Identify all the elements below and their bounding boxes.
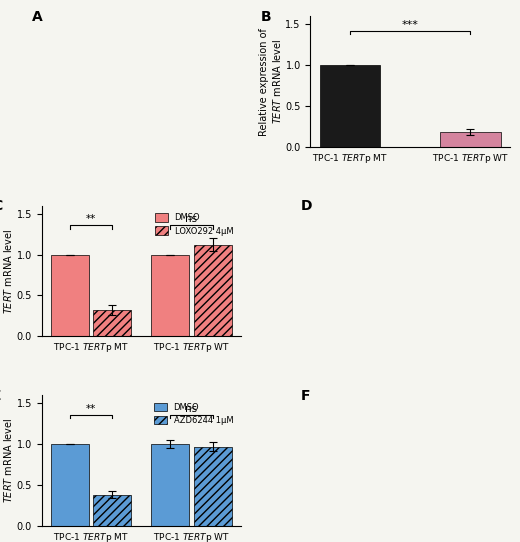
Bar bbox=[151, 444, 189, 526]
Text: **: ** bbox=[86, 215, 96, 224]
Bar bbox=[50, 255, 88, 337]
Text: ns: ns bbox=[186, 404, 198, 414]
Bar bbox=[151, 255, 189, 337]
Text: E: E bbox=[0, 389, 2, 403]
Bar bbox=[194, 447, 232, 526]
Bar bbox=[319, 65, 380, 147]
Text: A: A bbox=[32, 10, 43, 24]
Legend: DMSO, LOXO292 4μM: DMSO, LOXO292 4μM bbox=[152, 210, 237, 239]
Text: C: C bbox=[0, 199, 2, 213]
Bar bbox=[50, 444, 88, 526]
Text: F: F bbox=[301, 389, 310, 403]
Bar bbox=[93, 310, 131, 337]
Text: B: B bbox=[261, 10, 271, 24]
Y-axis label: Relative expression of
$\it{TERT}$ mRNA level: Relative expression of $\it{TERT}$ mRNA … bbox=[0, 406, 14, 514]
Bar bbox=[440, 132, 501, 147]
Bar bbox=[194, 245, 232, 337]
Text: ns: ns bbox=[186, 215, 198, 224]
Bar bbox=[93, 495, 131, 526]
Text: D: D bbox=[301, 199, 312, 213]
Legend: DMSO, AZD6244 1μM: DMSO, AZD6244 1μM bbox=[151, 399, 237, 428]
Y-axis label: Relative expression of
$\it{TERT}$ mRNA level: Relative expression of $\it{TERT}$ mRNA … bbox=[258, 28, 282, 136]
Text: **: ** bbox=[86, 404, 96, 414]
Y-axis label: Relative expression of
$\it{TERT}$ mRNA level: Relative expression of $\it{TERT}$ mRNA … bbox=[0, 217, 14, 325]
Text: ***: *** bbox=[401, 20, 419, 30]
